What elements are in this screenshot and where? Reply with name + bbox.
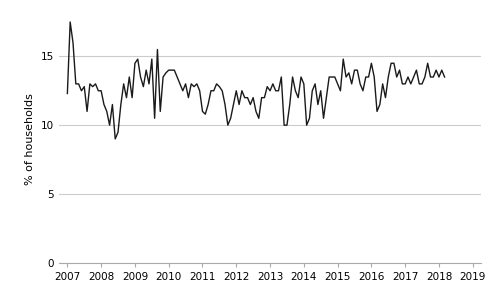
Y-axis label: % of households: % of households [25, 93, 35, 185]
